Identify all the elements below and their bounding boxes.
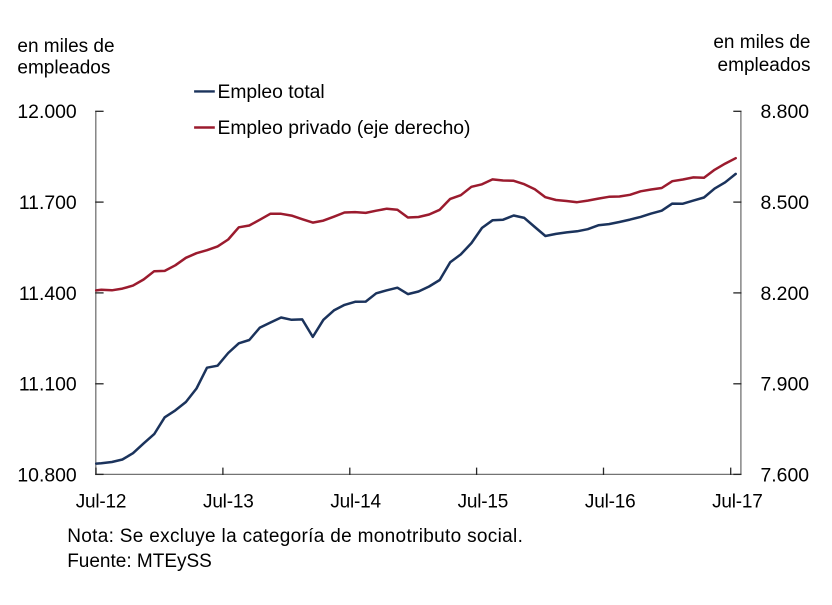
svg-text:11.400: 11.400 [19,283,77,305]
svg-text:Empleo privado (eje derecho): Empleo privado (eje derecho) [218,118,471,139]
svg-text:Jul-15: Jul-15 [458,492,509,513]
svg-text:en miles de: en miles de [17,36,114,57]
svg-text:en miles de: en miles de [713,32,810,53]
svg-text:Nota: Se excluye la categoría: Nota: Se excluye la categoría de monotri… [67,526,523,547]
svg-text:8.800: 8.800 [761,101,810,123]
svg-text:Empleo total: Empleo total [218,82,325,103]
svg-text:Jul-14: Jul-14 [330,492,381,513]
svg-text:12.000: 12.000 [17,101,77,123]
svg-text:Fuente: MTEySS: Fuente: MTEySS [67,551,212,572]
svg-text:Jul-12: Jul-12 [76,492,127,513]
svg-text:8.500: 8.500 [761,192,810,214]
svg-text:7.900: 7.900 [761,374,810,396]
svg-text:11.100: 11.100 [19,374,77,396]
svg-text:empleados: empleados [718,55,811,76]
svg-text:7.600: 7.600 [761,464,810,486]
svg-text:8.200: 8.200 [761,283,810,305]
svg-text:10.800: 10.800 [17,464,77,486]
svg-text:Jul-16: Jul-16 [585,492,636,513]
svg-text:empleados: empleados [17,57,110,78]
svg-text:Jul-17: Jul-17 [712,492,763,513]
svg-text:11.700: 11.700 [19,192,77,214]
svg-text:Jul-13: Jul-13 [203,492,254,513]
